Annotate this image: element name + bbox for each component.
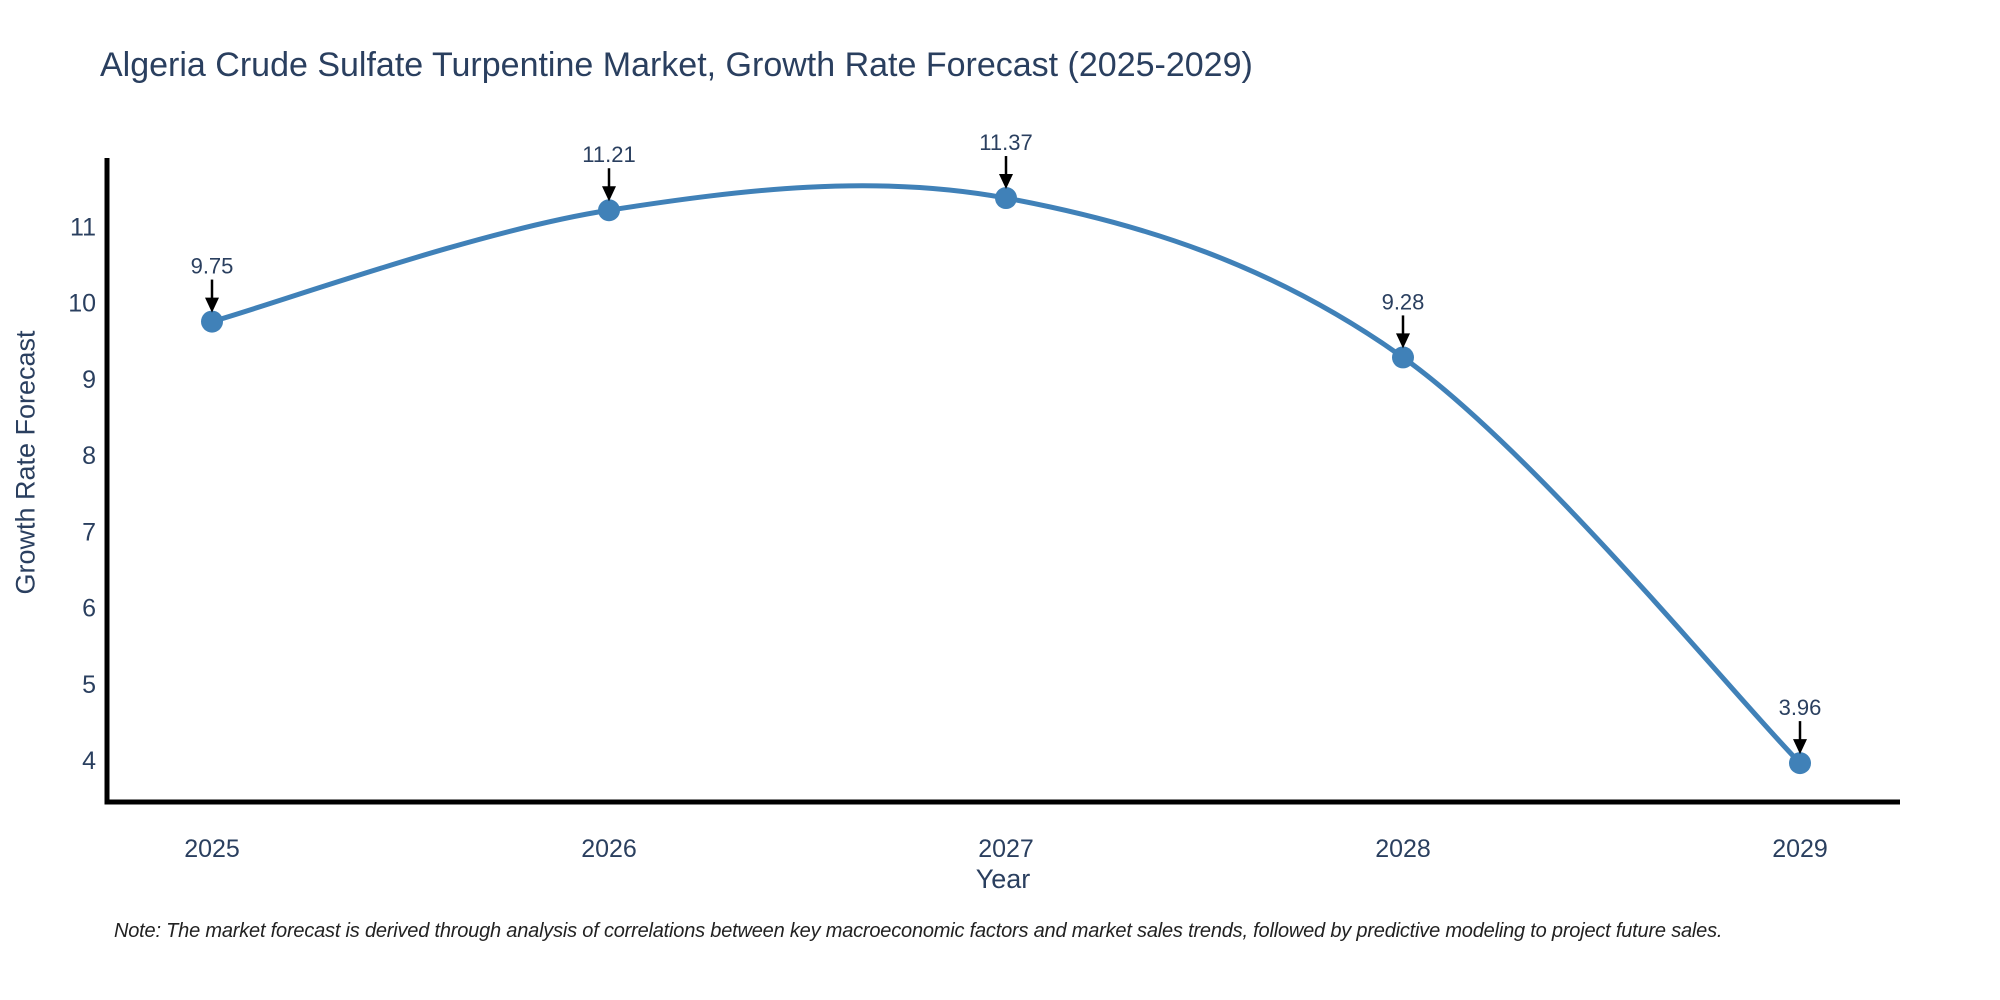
y-tick-label: 10 xyxy=(68,290,96,318)
y-tick-label: 6 xyxy=(82,595,96,623)
y-tick-label: 9 xyxy=(82,366,96,394)
data-point-marker xyxy=(598,199,620,222)
data-point-marker xyxy=(995,187,1017,210)
data-point-marker xyxy=(1789,752,1811,775)
annotation-arrowhead xyxy=(1793,739,1807,755)
footnote: Note: The market forecast is derived thr… xyxy=(114,920,1723,942)
x-tick-label: 2026 xyxy=(581,835,637,863)
y-tick-label: 11 xyxy=(70,213,96,241)
point-value-label: 11.21 xyxy=(582,142,635,167)
annotation-arrowhead xyxy=(205,297,219,313)
y-tick-label: 8 xyxy=(82,442,96,470)
point-value-label: 3.96 xyxy=(1779,695,1822,720)
point-value-label: 9.28 xyxy=(1382,289,1425,314)
x-tick-label: 2028 xyxy=(1375,835,1431,863)
data-point-marker xyxy=(201,310,223,333)
x-axis-title: Year xyxy=(975,864,1031,894)
x-tick-label: 2027 xyxy=(978,835,1034,863)
forecast-line xyxy=(209,183,1803,766)
annotation-arrowhead xyxy=(602,186,616,202)
chart-title: Algeria Crude Sulfate Turpentine Market,… xyxy=(100,46,1253,84)
y-tick-label: 4 xyxy=(82,747,96,775)
y-tick-label: 5 xyxy=(82,671,96,699)
point-value-label: 11.37 xyxy=(979,130,1032,155)
annotation-arrowhead xyxy=(999,174,1013,190)
x-tick-label: 2029 xyxy=(1772,835,1828,863)
point-value-label: 9.75 xyxy=(191,254,234,279)
x-tick-label: 2025 xyxy=(184,835,240,863)
y-tick-label: 7 xyxy=(82,518,96,546)
axis-lines xyxy=(104,158,1900,805)
data-point-marker xyxy=(1392,346,1414,369)
annotation-arrowhead xyxy=(1396,333,1410,349)
